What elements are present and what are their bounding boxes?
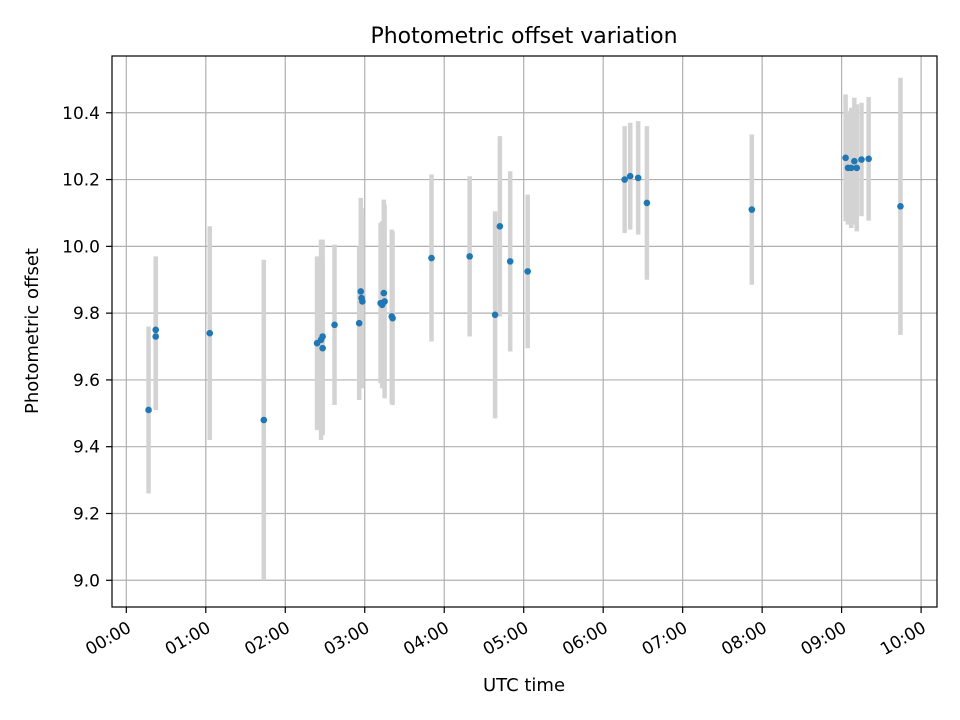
data-point bbox=[621, 176, 628, 183]
data-point bbox=[359, 298, 366, 305]
data-point bbox=[206, 329, 214, 337]
data-point bbox=[319, 333, 326, 340]
data-point bbox=[853, 164, 861, 172]
y-tick-label: 10.2 bbox=[62, 171, 100, 191]
data-point bbox=[634, 174, 642, 182]
y-axis-label: Photometric offset bbox=[22, 248, 43, 414]
x-tick-label: 10:00 bbox=[877, 618, 929, 660]
x-axis-ticks: 00:00 01:00 02:00 03:00 04:00 05:00 06:00 07:00… bbox=[82, 607, 930, 660]
y-tick-label: 9.8 bbox=[73, 304, 100, 324]
data-point bbox=[380, 289, 388, 297]
data-point bbox=[331, 321, 338, 329]
x-tick-label: 09:00 bbox=[798, 618, 850, 660]
data-point bbox=[496, 223, 504, 230]
data-point bbox=[851, 157, 858, 165]
y-tick-label: 9.4 bbox=[73, 438, 100, 458]
y-axis-ticks: 9.0 9.2 9.4 9.6 9.8 10.0 10.2 10.4 bbox=[62, 104, 112, 591]
data-point bbox=[319, 344, 326, 352]
x-tick-label: 02:00 bbox=[241, 618, 293, 660]
data-point bbox=[643, 199, 651, 207]
data-point bbox=[260, 416, 268, 424]
y-tick-label: 10.0 bbox=[62, 237, 100, 257]
x-tick-label: 07:00 bbox=[639, 618, 691, 660]
y-tick-label: 9.0 bbox=[73, 571, 100, 591]
data-point bbox=[865, 155, 872, 163]
x-tick-label: 06:00 bbox=[559, 618, 611, 660]
data-point bbox=[466, 253, 473, 260]
x-tick-label: 04:00 bbox=[400, 618, 452, 660]
y-tick-label: 9.2 bbox=[73, 504, 100, 524]
y-tick-label: 9.6 bbox=[73, 371, 100, 391]
data-point bbox=[506, 258, 514, 265]
data-point bbox=[381, 298, 388, 305]
data-point bbox=[152, 326, 160, 334]
x-tick-label: 03:00 bbox=[321, 618, 373, 660]
data-point bbox=[748, 206, 756, 213]
data-point bbox=[145, 406, 152, 414]
x-axis-label: UTC time bbox=[483, 675, 565, 696]
plot-area-frame bbox=[111, 55, 938, 608]
errorbars bbox=[146, 77, 903, 581]
data-point bbox=[428, 254, 435, 262]
data-point bbox=[355, 319, 363, 327]
x-tick-label: 05:00 bbox=[480, 618, 532, 660]
data-point bbox=[152, 333, 160, 340]
data-point bbox=[389, 314, 396, 322]
data-point bbox=[524, 268, 531, 275]
data-point bbox=[842, 154, 849, 162]
grid bbox=[112, 56, 937, 607]
data-point bbox=[847, 164, 855, 172]
data-point bbox=[626, 172, 634, 180]
y-tick-label: 10.4 bbox=[62, 104, 100, 124]
data-point bbox=[858, 156, 865, 163]
x-tick-label: 01:00 bbox=[162, 618, 214, 660]
data-point bbox=[357, 288, 365, 295]
data-point bbox=[897, 202, 904, 210]
chart-title: Photometric offset variation bbox=[370, 24, 677, 49]
x-tick-label: 00:00 bbox=[82, 618, 134, 660]
data-points bbox=[145, 154, 904, 424]
x-tick-label: 08:00 bbox=[718, 618, 770, 660]
data-point bbox=[491, 311, 499, 319]
